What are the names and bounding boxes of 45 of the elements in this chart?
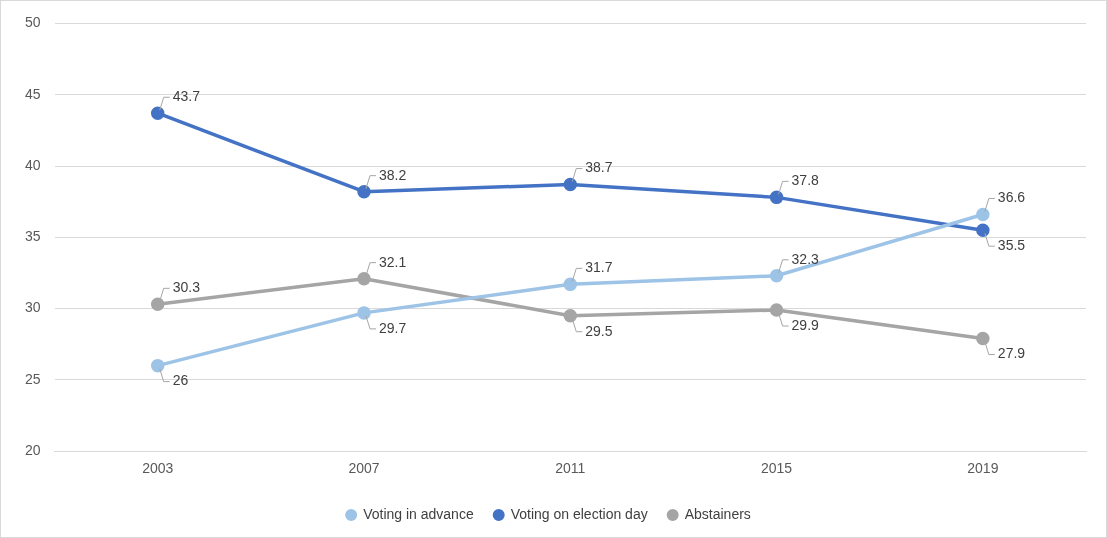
data-label: 27.9 xyxy=(997,345,1026,362)
data-label: 29.7 xyxy=(379,319,407,336)
point xyxy=(769,190,784,205)
data-label: 35.5 xyxy=(997,237,1026,254)
data-label: 37.8 xyxy=(791,172,820,189)
y-tick-label: 50 xyxy=(24,14,41,31)
y-tick-label: 25 xyxy=(24,370,41,387)
point xyxy=(976,207,990,222)
point xyxy=(976,223,990,237)
x-tick-label: 2019 xyxy=(967,460,999,477)
y-tick-label: 35 xyxy=(24,228,41,245)
data-label: 29.9 xyxy=(791,316,820,333)
data-label: 43.7 xyxy=(172,88,201,105)
x-tick-label: 2007 xyxy=(348,460,380,477)
legend-label: Abstainers xyxy=(684,505,751,522)
data-label: 26 xyxy=(172,372,189,389)
data-label: 30.3 xyxy=(172,279,201,296)
legend-label: Voting in advance xyxy=(363,505,474,522)
y-tick-label: 45 xyxy=(24,85,41,102)
y-tick-label: 20 xyxy=(24,442,41,459)
x-tick-label: 2003 xyxy=(142,460,174,477)
data-label: 29.5 xyxy=(585,322,613,339)
point xyxy=(563,177,578,192)
x-tick-label: 2015 xyxy=(760,460,793,477)
y-tick-label: 40 xyxy=(24,156,41,173)
point xyxy=(357,184,371,199)
y-tick-label: 30 xyxy=(24,299,41,316)
point xyxy=(976,331,990,346)
data-label: 32.1 xyxy=(379,253,407,270)
point xyxy=(150,297,165,312)
legend-label: Voting on election day xyxy=(510,505,648,522)
point xyxy=(769,303,784,317)
point xyxy=(563,277,578,292)
point xyxy=(769,269,784,283)
data-label: 31.7 xyxy=(585,259,613,276)
point xyxy=(357,271,371,286)
x-tick-label: 2011 xyxy=(555,460,586,477)
point xyxy=(150,106,165,120)
point xyxy=(357,306,371,320)
data-label: 38.2 xyxy=(379,166,407,183)
point xyxy=(563,308,578,323)
data-label: 36.6 xyxy=(997,189,1026,206)
data-label: 38.7 xyxy=(585,159,613,176)
point xyxy=(150,358,165,373)
data-label: 32.3 xyxy=(791,250,820,267)
